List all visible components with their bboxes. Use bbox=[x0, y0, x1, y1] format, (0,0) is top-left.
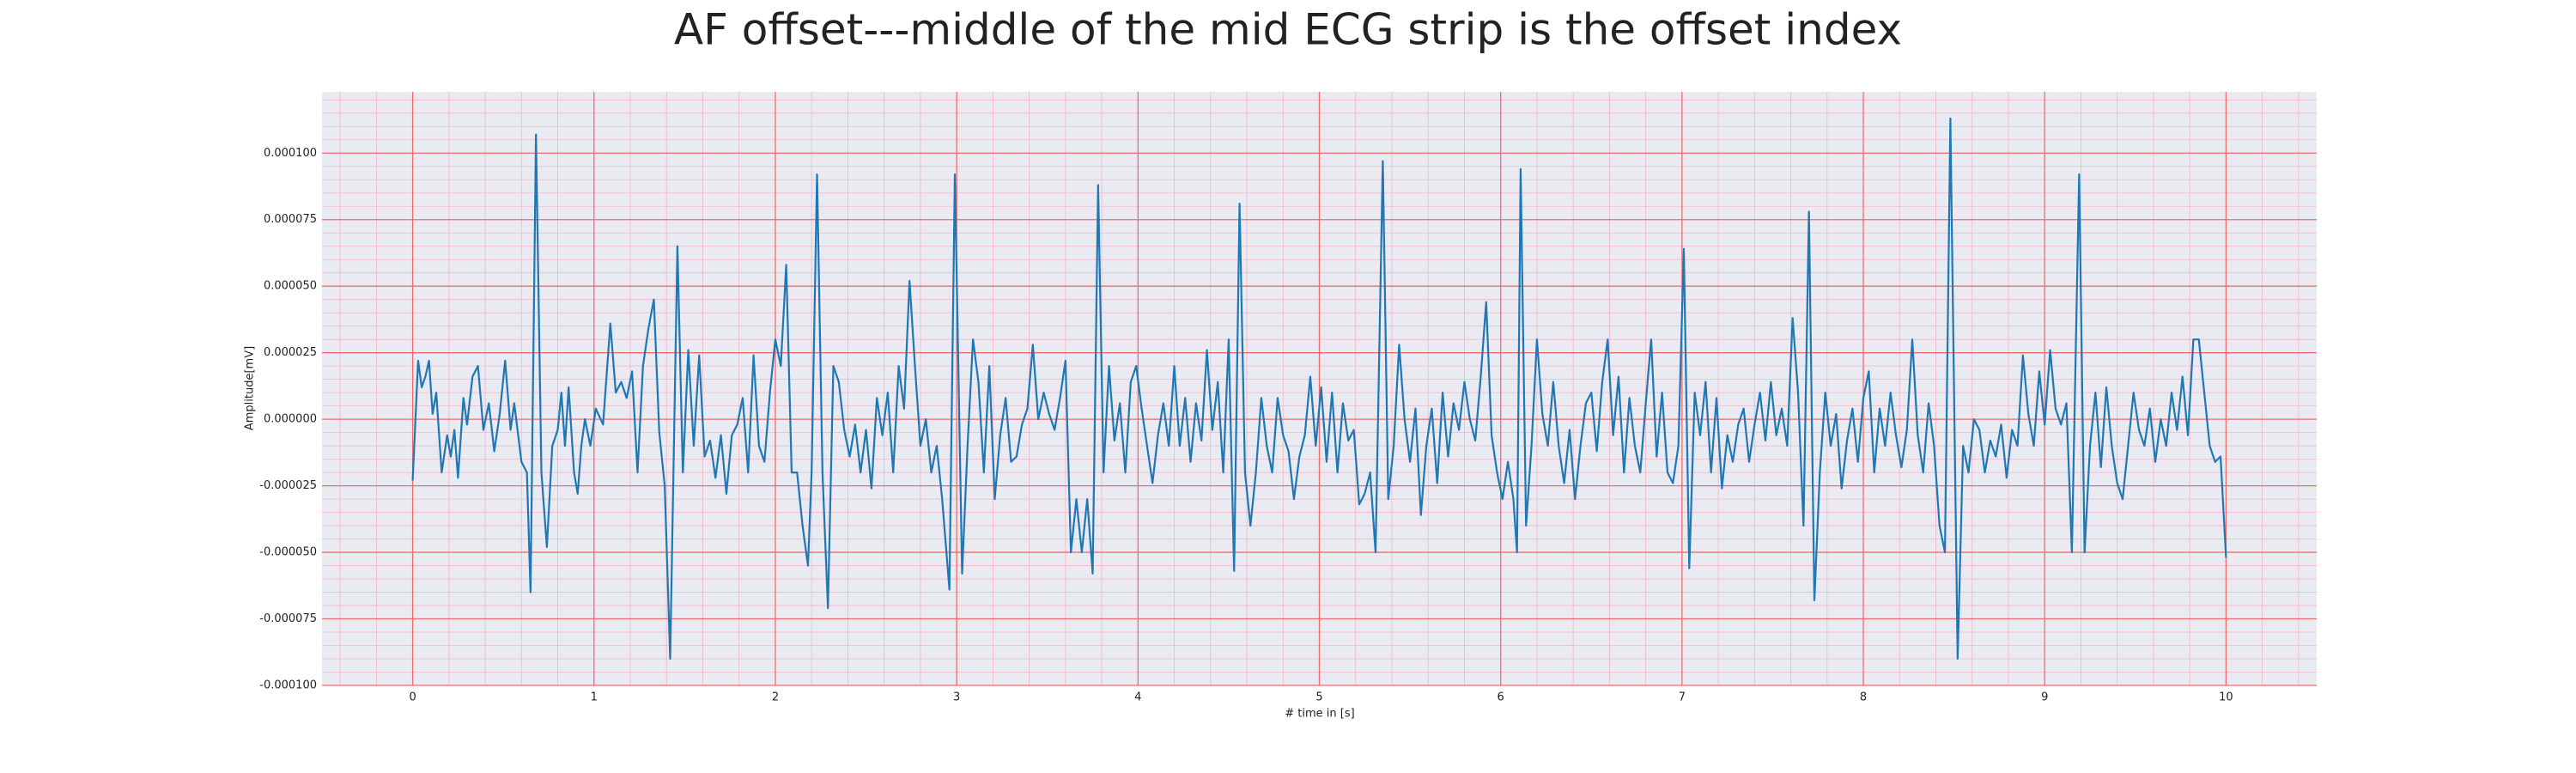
y-axis-label: Amplitude[mV] bbox=[244, 346, 257, 430]
x-tick-label: 1 bbox=[591, 691, 598, 704]
x-axis-label: # time in [s] bbox=[1285, 708, 1354, 721]
y-tick-label: -0.000075 bbox=[259, 612, 317, 625]
y-tick-label: 0.000075 bbox=[264, 213, 317, 226]
y-tick-label: -0.000050 bbox=[259, 546, 317, 559]
x-tick-label: 7 bbox=[1679, 691, 1686, 704]
y-tick-label: 0.000000 bbox=[264, 413, 317, 426]
x-tick-label: 3 bbox=[953, 691, 960, 704]
data-line bbox=[411, 117, 2227, 660]
y-tick-label: 0.000100 bbox=[264, 147, 317, 160]
y-tick-label: -0.000025 bbox=[259, 479, 317, 492]
chart-title: AF offset---middle of the mid ECG strip … bbox=[674, 5, 1902, 55]
x-tick-label: 4 bbox=[1134, 691, 1141, 704]
x-tick-label: 2 bbox=[772, 691, 779, 704]
x-tick-label: 10 bbox=[2219, 691, 2233, 704]
y-tick-label: 0.000050 bbox=[264, 280, 317, 293]
x-tick-label: 0 bbox=[409, 691, 416, 704]
y-tick-label: -0.000100 bbox=[259, 679, 317, 692]
y-tick-label: 0.000025 bbox=[264, 346, 317, 359]
x-tick-label: 8 bbox=[1860, 691, 1867, 704]
x-tick-label: 5 bbox=[1315, 691, 1322, 704]
x-tick-label: 9 bbox=[2041, 691, 2048, 704]
x-tick-label: 6 bbox=[1498, 691, 1504, 704]
